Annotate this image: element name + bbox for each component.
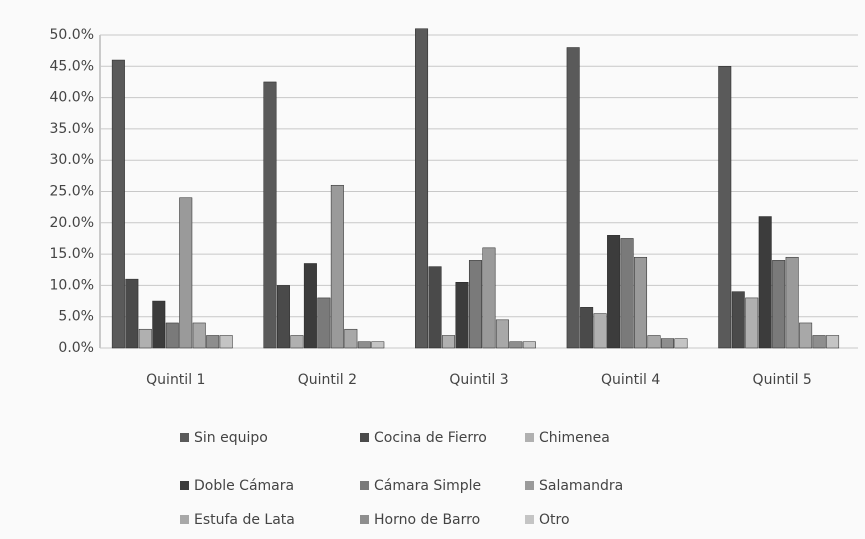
bar	[206, 335, 220, 349]
legend-swatch	[360, 515, 369, 524]
legend-swatch	[525, 515, 534, 524]
legend-label: Horno de Barro	[374, 512, 480, 528]
bar	[468, 260, 482, 349]
x-tick-label: Quintil 4	[601, 372, 660, 388]
bar	[179, 197, 193, 349]
legend-label: Chimenea	[539, 430, 610, 446]
bar	[219, 335, 233, 349]
bar	[620, 238, 634, 349]
y-tick-label: 45.0%	[50, 58, 94, 74]
legend-swatch	[180, 515, 189, 524]
legend-swatch	[180, 481, 189, 490]
bar	[593, 313, 607, 349]
bar	[330, 184, 344, 349]
bar	[482, 247, 496, 349]
y-tick-label: 20.0%	[50, 215, 94, 231]
bar	[647, 335, 661, 349]
legend-label: Otro	[539, 512, 570, 528]
bar	[718, 66, 732, 349]
bar	[745, 297, 759, 349]
bar	[165, 322, 179, 349]
bar	[607, 235, 621, 349]
bar	[357, 341, 371, 349]
bar	[415, 28, 429, 349]
bar	[674, 338, 688, 349]
bar	[772, 260, 786, 349]
bar	[138, 328, 152, 349]
legend-label: Estufa de Lata	[194, 512, 295, 528]
y-tick-label: 40.0%	[50, 90, 94, 106]
legend-label: Sin equipo	[194, 430, 268, 446]
legend-swatch	[360, 433, 369, 442]
bar	[263, 81, 277, 349]
y-tick-label: 35.0%	[50, 121, 94, 137]
y-tick-label: 25.0%	[50, 184, 94, 200]
bar	[522, 341, 536, 349]
bar	[812, 335, 826, 349]
bar	[509, 341, 523, 349]
bar	[661, 338, 674, 349]
bar	[634, 256, 648, 349]
legend-label: Cámara Simple	[374, 478, 481, 494]
bar	[758, 216, 772, 349]
y-tick-label: 10.0%	[50, 277, 94, 293]
bar	[731, 291, 745, 349]
bar	[455, 282, 469, 349]
bar	[276, 285, 290, 349]
x-tick-label: Quintil 3	[449, 372, 508, 388]
legend-swatch	[525, 481, 534, 490]
bar	[317, 297, 331, 349]
bar	[152, 300, 166, 349]
bar	[495, 319, 509, 349]
x-tick-label: Quintil 1	[146, 372, 205, 388]
bar	[125, 278, 139, 349]
y-tick-label: 0.0%	[58, 340, 94, 356]
y-tick-label: 5.0%	[58, 309, 94, 325]
y-tick-label: 30.0%	[50, 152, 94, 168]
bar	[785, 256, 799, 349]
bar	[826, 335, 840, 349]
legend-swatch	[525, 433, 534, 442]
bar	[566, 47, 580, 349]
bar	[111, 59, 125, 349]
bar	[192, 322, 206, 349]
bar	[344, 328, 358, 349]
legend-swatch	[180, 433, 189, 442]
y-tick-label: 50.0%	[50, 27, 94, 43]
x-tick-label: Quintil 2	[298, 372, 357, 388]
legend-label: Doble Cámara	[194, 478, 294, 494]
bar	[799, 322, 813, 349]
legend-label: Cocina de Fierro	[374, 430, 487, 446]
bar	[303, 263, 317, 349]
legend-swatch	[360, 481, 369, 490]
bar	[580, 307, 594, 349]
x-tick-label: Quintil 5	[753, 372, 812, 388]
legend-label: Salamandra	[539, 478, 623, 494]
bar	[290, 335, 304, 349]
y-tick-label: 15.0%	[50, 246, 94, 262]
bar	[428, 266, 442, 349]
bar	[442, 335, 456, 349]
bar	[371, 341, 385, 349]
